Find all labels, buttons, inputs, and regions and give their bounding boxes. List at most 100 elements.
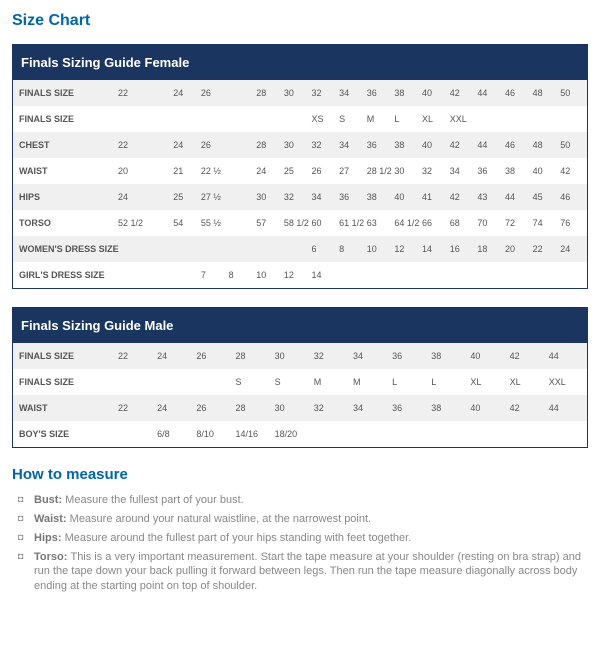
cell	[200, 236, 228, 262]
cell: 40	[421, 132, 449, 158]
cell: 40	[532, 158, 560, 184]
cell	[172, 106, 200, 132]
cell: 74	[532, 210, 560, 236]
cell: 64 1/2	[393, 210, 421, 236]
cell: 50	[559, 132, 587, 158]
cell	[145, 262, 173, 288]
cell: 18	[476, 236, 504, 262]
cell: XL	[469, 369, 508, 395]
cell	[532, 106, 560, 132]
cell: L	[393, 106, 421, 132]
cell: 25	[172, 184, 200, 210]
cell: 22	[117, 343, 156, 369]
row-label: WAIST	[13, 395, 117, 421]
cell: 70	[476, 210, 504, 236]
cell	[117, 369, 156, 395]
cell	[228, 184, 256, 210]
cell: 57	[255, 210, 283, 236]
cell	[559, 106, 587, 132]
cell: 66	[421, 210, 449, 236]
cell	[195, 369, 234, 395]
cell: 36	[366, 132, 394, 158]
cell: 50	[559, 80, 587, 106]
row-label: WOMEN'S DRESS SIZE	[13, 236, 117, 262]
cell	[228, 80, 256, 106]
cell: 36	[338, 184, 366, 210]
measure-text: Measure around the fullest part of your …	[65, 532, 412, 544]
cell: 30	[283, 80, 311, 106]
cell: 22	[532, 236, 560, 262]
cell: 43	[476, 184, 504, 210]
cell	[548, 421, 587, 447]
cell: 58 1/2	[283, 210, 311, 236]
cell: 44	[476, 132, 504, 158]
cell: 26	[310, 158, 338, 184]
cell: 28	[234, 343, 273, 369]
measure-label: Torso:	[34, 551, 70, 563]
cell: 24	[172, 132, 200, 158]
cell	[145, 236, 173, 262]
cell	[421, 262, 449, 288]
cell: 42	[449, 184, 477, 210]
cell: 38	[430, 395, 469, 421]
cell: 22 ½	[200, 158, 228, 184]
cell: 32	[310, 80, 338, 106]
cell: 30	[274, 395, 313, 421]
cell: 34	[352, 395, 391, 421]
cell: L	[391, 369, 430, 395]
male-table-container: Finals Sizing Guide Male FINALS SIZE2224…	[12, 307, 588, 448]
female-size-table: FINALS SIZE22242628303234363840424446485…	[13, 80, 587, 288]
cell: 54	[172, 210, 200, 236]
cell	[200, 106, 228, 132]
table-row: FINALS SIZE222426283032343638404244	[13, 343, 587, 369]
cell: 21	[172, 158, 200, 184]
cell: 20	[117, 158, 145, 184]
cell	[391, 421, 430, 447]
cell: 7	[200, 262, 228, 288]
male-size-table: FINALS SIZE222426283032343638404244FINAL…	[13, 343, 587, 447]
table-row: WAIST202122 ½2425262728 1/23032343638404…	[13, 158, 587, 184]
cell: 30	[283, 132, 311, 158]
cell: 6	[310, 236, 338, 262]
cell	[156, 369, 195, 395]
cell: XXL	[449, 106, 477, 132]
cell: XL	[509, 369, 548, 395]
cell: 40	[469, 343, 508, 369]
cell	[283, 236, 311, 262]
cell: S	[274, 369, 313, 395]
cell	[117, 421, 156, 447]
cell	[172, 262, 200, 288]
cell: 12	[283, 262, 311, 288]
cell	[476, 262, 504, 288]
cell: 32	[313, 395, 352, 421]
cell: 41	[421, 184, 449, 210]
cell: 10	[255, 262, 283, 288]
cell	[469, 421, 508, 447]
cell: 24	[156, 395, 195, 421]
cell: 24	[559, 236, 587, 262]
cell: 52 1/2	[117, 210, 145, 236]
cell: 32	[310, 132, 338, 158]
measure-text: Measure the fullest part of your bust.	[65, 494, 244, 506]
cell: 44	[504, 184, 532, 210]
cell: 30	[274, 343, 313, 369]
list-item: Bust: Measure the fullest part of your b…	[18, 491, 588, 510]
cell	[255, 106, 283, 132]
cell: 24	[117, 184, 145, 210]
cell: 68	[449, 210, 477, 236]
cell	[509, 421, 548, 447]
cell: 24	[172, 80, 200, 106]
measure-text: Measure around your natural waistline, a…	[70, 513, 371, 525]
cell	[228, 210, 256, 236]
cell: 36	[476, 158, 504, 184]
cell: S	[338, 106, 366, 132]
list-item: Hips: Measure around the fullest part of…	[18, 529, 588, 548]
table-row: GIRL'S DRESS SIZE78101214	[13, 262, 587, 288]
cell: 38	[366, 184, 394, 210]
cell: 34	[338, 80, 366, 106]
cell	[366, 262, 394, 288]
cell	[145, 184, 173, 210]
cell: 8	[228, 262, 256, 288]
cell	[476, 106, 504, 132]
cell: S	[234, 369, 273, 395]
